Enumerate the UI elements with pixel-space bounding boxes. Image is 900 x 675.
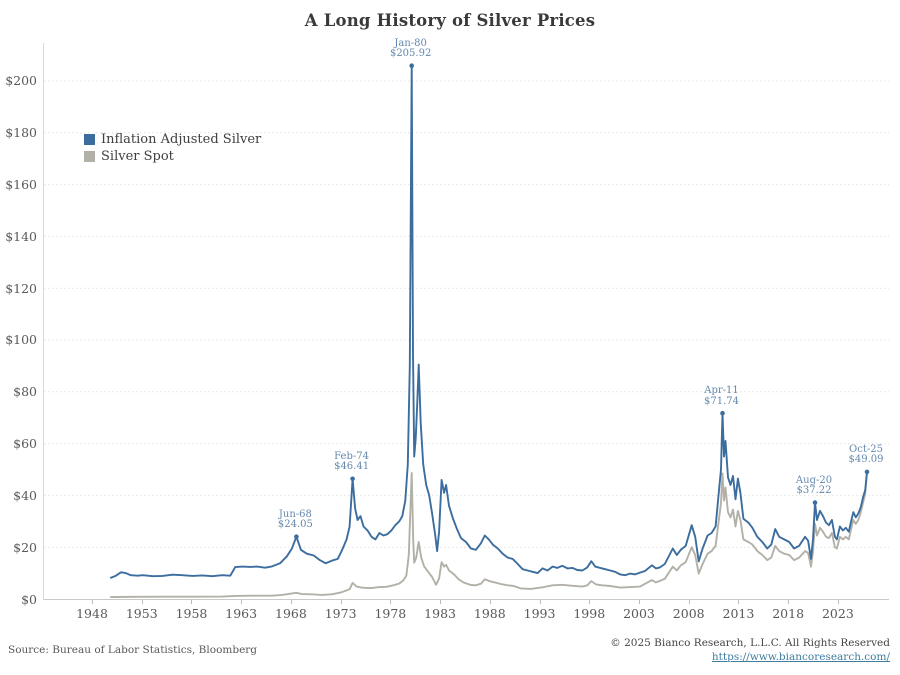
peak-marker: [864, 469, 870, 475]
x-tick-label: 1963: [225, 606, 258, 621]
y-tick-label: $60: [13, 436, 37, 452]
company-link[interactable]: https://www.biancoresearch.com/: [711, 650, 890, 663]
y-tick-label: $140: [5, 228, 37, 244]
x-tick-mark: [390, 600, 392, 604]
x-tick-label: 2013: [722, 606, 755, 621]
x-tick-label: 1993: [523, 606, 556, 621]
peak-marker: [720, 410, 725, 416]
y-tick-label: $20: [13, 539, 37, 555]
copyright-note: © 2025 Bianco Research, L.L.C. All Right…: [610, 637, 890, 649]
annotation-date: Apr-11: [704, 385, 739, 397]
y-tick-label: $180: [5, 125, 37, 141]
peak-marker: [350, 476, 355, 482]
x-tick-label: 1978: [374, 606, 407, 621]
series-line-inflation-adjusted-silver: [109, 64, 868, 579]
legend-swatch-icon: [84, 151, 95, 162]
legend-label: Silver Spot: [101, 149, 174, 164]
x-tick-mark: [638, 600, 640, 604]
x-tick-mark: [141, 600, 143, 604]
annotation-price: $37.22: [796, 485, 832, 497]
x-tick-mark: [191, 600, 193, 604]
annotation-price: $24.05: [277, 519, 313, 531]
x-tick-label: 1953: [125, 606, 158, 621]
x-tick-mark: [589, 600, 591, 604]
series-line-silver-spot: [109, 470, 868, 599]
y-tick-label: $80: [13, 384, 37, 400]
annotation-date: Aug-20: [795, 474, 833, 486]
chart-title: A Long History of Silver Prices: [304, 11, 596, 30]
annotation-price: $49.09: [848, 454, 884, 466]
x-tick-mark: [340, 600, 342, 604]
source-note: Source: Bureau of Labor Statistics, Bloo…: [8, 644, 258, 656]
annotation-oct-25: Oct-25 $49.09: [824, 443, 900, 466]
legend-label: Inflation Adjusted Silver: [101, 132, 262, 147]
annotation-price: $71.74: [704, 395, 740, 407]
x-tick-label: 1973: [324, 606, 357, 621]
x-tick-mark: [489, 600, 491, 604]
x-tick-mark: [290, 600, 292, 604]
y-tick-label: $0: [21, 591, 37, 607]
x-tick-mark: [440, 600, 442, 604]
legend-swatch-icon: [84, 134, 95, 145]
x-tick-mark: [92, 600, 94, 604]
x-tick-label: 1998: [573, 606, 606, 621]
x-tick-label: 1968: [275, 606, 307, 621]
annotation-jun-68: Jun-68 $24.05: [253, 508, 337, 531]
x-tick-mark: [738, 600, 740, 604]
annotation-aug-20: Aug-20 $37.22: [772, 474, 856, 497]
y-tick-label: $120: [5, 280, 37, 296]
x-tick-label: 2008: [672, 606, 705, 621]
annotation-date: Oct-25: [849, 443, 883, 455]
legend: Inflation Adjusted Silver Silver Spot: [84, 131, 261, 165]
peak-marker: [409, 63, 415, 68]
x-tick-label: 2018: [772, 606, 805, 621]
annotation-price: $46.41: [334, 461, 370, 473]
x-tick-mark: [837, 600, 839, 604]
x-tick-label: 1988: [473, 606, 506, 621]
annotation-price: $205.92: [389, 48, 432, 60]
x-tick-mark: [688, 600, 690, 604]
chart-canvas: [44, 63, 889, 599]
y-tick-label: $160: [5, 177, 37, 193]
x-tick-label: 1983: [424, 606, 456, 621]
legend-item: Inflation Adjusted Silver: [84, 131, 261, 148]
annotation-apr-11: Apr-11 $71.74: [680, 386, 764, 407]
peak-marker: [294, 534, 299, 539]
footer-right: © 2025 Bianco Research, L.L.C. All Right…: [610, 637, 890, 664]
x-tick-label: 1958: [175, 606, 208, 621]
plot-area: [43, 43, 889, 600]
x-tick-mark: [241, 600, 243, 604]
legend-item: Silver Spot: [84, 148, 261, 165]
y-tick-label: $40: [13, 487, 37, 503]
annotation-feb-74: Feb-74 $46.41: [310, 450, 394, 473]
x-tick-mark: [539, 600, 541, 604]
annotation-date: Jan-80: [394, 37, 427, 49]
annotation-date: Jun-68: [278, 508, 312, 520]
y-tick-label: $100: [5, 332, 37, 348]
annotation-jan-80: Jan-80 $205.92: [369, 37, 453, 60]
x-tick-label: 1948: [76, 606, 108, 621]
x-tick-label: 2003: [623, 606, 655, 621]
x-tick-mark: [788, 600, 790, 604]
y-tick-label: $200: [5, 73, 37, 89]
annotation-date: Feb-74: [334, 450, 369, 462]
x-tick-label: 2023: [821, 606, 854, 621]
peak-marker: [812, 500, 818, 505]
